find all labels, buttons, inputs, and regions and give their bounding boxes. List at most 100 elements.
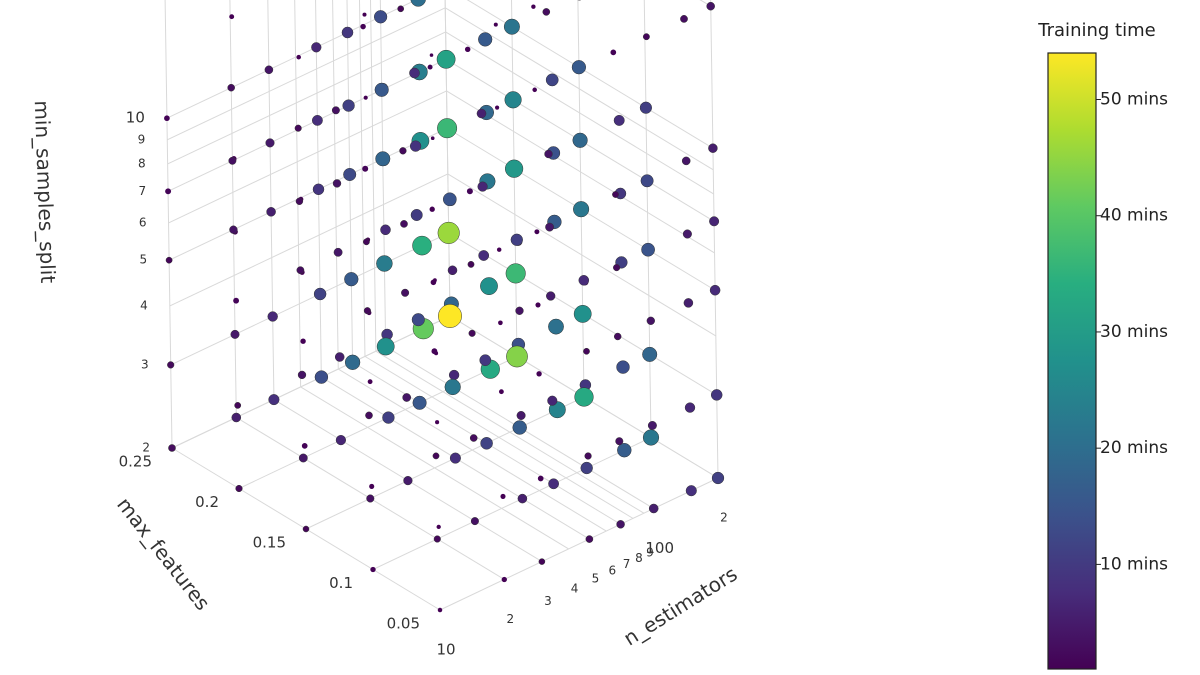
data-point xyxy=(267,311,278,322)
data-point xyxy=(373,10,388,24)
x-tick-label: 8 xyxy=(635,551,643,565)
side-wall-grid-line xyxy=(577,0,585,398)
data-point xyxy=(583,347,590,355)
data-point xyxy=(401,288,410,297)
data-point xyxy=(412,235,432,256)
data-point xyxy=(375,151,391,167)
data-point xyxy=(466,188,473,195)
data-point xyxy=(437,118,458,139)
data-point xyxy=(342,99,355,112)
data-point xyxy=(478,250,490,261)
data-point xyxy=(503,18,520,35)
data-point xyxy=(578,275,590,286)
data-point xyxy=(295,197,304,205)
data-point xyxy=(610,49,617,56)
data-point xyxy=(615,437,624,446)
x-tick-label: 2 xyxy=(720,511,728,525)
data-point xyxy=(546,291,556,301)
data-point xyxy=(376,337,395,356)
x-tick-label: 9 xyxy=(646,546,654,560)
data-point xyxy=(363,238,370,246)
x-tick-label: 3 xyxy=(544,594,552,608)
y-tick-label: 0.25 xyxy=(119,453,152,471)
data-point xyxy=(298,453,308,463)
data-point xyxy=(496,247,502,252)
back-wall-grid-line xyxy=(170,232,449,366)
data-point xyxy=(504,91,522,109)
data-point xyxy=(639,101,652,114)
back-wall-grid-line xyxy=(169,173,449,307)
data-point xyxy=(574,387,594,407)
data-point xyxy=(294,124,302,132)
data-point xyxy=(573,305,592,323)
back-wall-grid-line xyxy=(379,0,387,347)
back-wall-grid-line xyxy=(167,7,446,141)
data-point xyxy=(369,483,375,489)
data-point xyxy=(266,207,276,217)
y-tick-label: 0.15 xyxy=(253,534,286,552)
data-point xyxy=(400,220,408,228)
x-tick-label: 6 xyxy=(608,564,616,578)
x-axis-title: n_estimators xyxy=(619,562,741,651)
data-point xyxy=(300,338,306,344)
back-wall-grid-line xyxy=(346,0,354,363)
data-point xyxy=(227,83,235,92)
data-point xyxy=(334,352,345,362)
data-point xyxy=(642,346,658,362)
data-point xyxy=(684,402,696,413)
data-point xyxy=(409,140,422,152)
data-point xyxy=(370,566,376,573)
data-point xyxy=(448,369,460,381)
data-point xyxy=(437,607,443,613)
colorbar: Training time 10 mins 20 mins 30 mins 40 mi… xyxy=(1037,20,1168,670)
side-wall-grid-line xyxy=(643,0,652,438)
z-tick-label: 8 xyxy=(138,156,146,170)
data-point xyxy=(314,370,329,384)
data-point xyxy=(234,402,242,409)
data-point xyxy=(498,389,504,395)
back-wall-grid-line xyxy=(267,0,275,400)
data-point xyxy=(545,222,555,232)
data-point xyxy=(616,520,625,529)
data-point xyxy=(536,371,542,377)
side-wall-grid-line xyxy=(710,0,719,479)
data-point xyxy=(165,256,173,264)
data-point xyxy=(613,264,621,272)
data-point xyxy=(431,348,438,355)
data-point xyxy=(366,494,375,503)
side-wall-grid-line xyxy=(445,31,714,195)
z-tick-label: 3 xyxy=(141,357,149,371)
data-point xyxy=(235,484,243,493)
data-point xyxy=(642,429,660,446)
data-point xyxy=(376,255,393,272)
data-point xyxy=(335,435,346,446)
data-point xyxy=(464,46,471,53)
data-point xyxy=(510,233,523,246)
data-point xyxy=(411,313,425,327)
data-point xyxy=(429,206,435,212)
colorbar-tick-label: 20 mins xyxy=(1100,438,1168,458)
data-point xyxy=(468,329,476,337)
data-point xyxy=(547,395,558,406)
data-point xyxy=(164,115,170,122)
data-point xyxy=(480,277,498,295)
data-point xyxy=(436,524,441,530)
data-point xyxy=(531,4,536,9)
data-point xyxy=(681,156,691,166)
data-point xyxy=(168,444,176,452)
data-point xyxy=(449,452,461,464)
data-point xyxy=(296,266,305,275)
data-point xyxy=(571,60,587,75)
data-point xyxy=(437,221,460,244)
data-point xyxy=(683,298,694,308)
back-wall-grid-line xyxy=(168,90,447,224)
data-point xyxy=(580,461,593,475)
colorbar-title: Training time xyxy=(1037,20,1155,41)
colorbar-tick-label: 50 mins xyxy=(1100,89,1168,109)
back-wall-grid-line xyxy=(166,0,418,119)
data-point xyxy=(362,165,369,172)
colorbar-tick-label: 10 mins xyxy=(1100,554,1168,574)
x-tick-label: 7 xyxy=(623,557,631,571)
data-point xyxy=(436,49,456,69)
